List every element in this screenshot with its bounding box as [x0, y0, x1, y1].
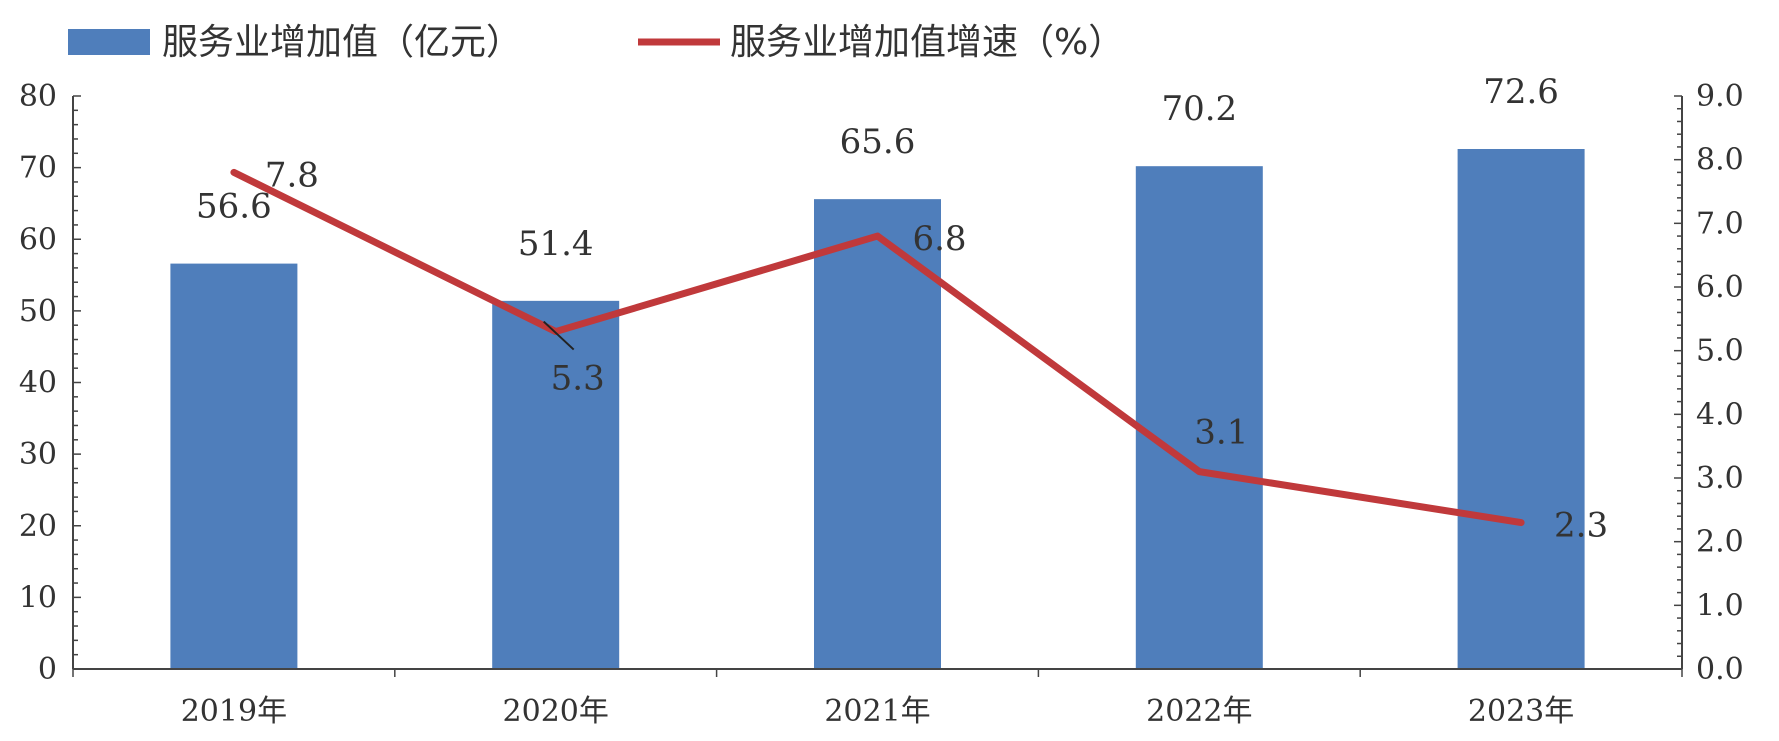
bar-value-label: 70.2	[1161, 89, 1237, 129]
left-tick-label: 70	[19, 151, 57, 186]
right-tick-label: 5.0	[1696, 334, 1744, 369]
left-tick-label: 10	[19, 580, 57, 615]
right-tick-label: 1.0	[1696, 588, 1744, 623]
bar	[814, 199, 941, 669]
line-value-label: 7.8	[265, 155, 319, 195]
bar	[492, 300, 620, 669]
label-leader-line	[543, 320, 575, 351]
line-value-label: 6.8	[912, 219, 966, 259]
line-value-label: 3.1	[1194, 413, 1248, 453]
x-tick-label: 2022年	[1146, 694, 1252, 729]
legend-line-label: 服务业增加值增速（%）	[730, 22, 1124, 63]
left-tick-label: 60	[19, 222, 57, 257]
growth-line	[230, 168, 1525, 527]
right-tick-label: 3.0	[1696, 461, 1744, 496]
line-value-label: 2.3	[1554, 506, 1608, 546]
right-tick-label: 2.0	[1696, 525, 1744, 560]
left-tick-label: 30	[19, 437, 57, 472]
left-tick-label: 50	[19, 294, 57, 329]
left-tick-label: 20	[19, 509, 57, 544]
legend: 服务业增加值（亿元） 服务业增加值增速（%）	[68, 22, 1124, 63]
left-tick-label: 80	[19, 79, 57, 114]
right-tick-label: 9.0	[1696, 79, 1744, 114]
left-tick-label: 40	[19, 366, 57, 401]
bar-value-label: 51.4	[518, 224, 594, 264]
bar-series	[170, 149, 1585, 669]
axes: 0 10 20 30 40 50 60 70 80 0.0 1.0 2.0 3.0 4.0 5.0 6.0 7.…	[19, 79, 1744, 729]
bar-value-label: 65.6	[840, 122, 916, 162]
legend-bar-swatch	[68, 29, 150, 55]
x-tick-label: 2021年	[824, 694, 930, 729]
x-tick-label: 2023年	[1468, 694, 1574, 729]
line-value-label: 5.3	[551, 359, 605, 399]
right-tick-label: 8.0	[1696, 143, 1744, 178]
bar	[1135, 166, 1263, 669]
bar-value-label: 72.6	[1483, 72, 1559, 112]
bar	[170, 263, 298, 669]
right-tick-label: 6.0	[1696, 270, 1744, 305]
right-tick-label: 0.0	[1696, 652, 1744, 687]
line-series	[230, 168, 1525, 527]
bar-value-label: 56.6	[196, 187, 272, 227]
right-tick-label: 7.0	[1696, 206, 1744, 241]
bar	[1457, 149, 1585, 669]
left-tick-label: 0	[38, 652, 57, 687]
data-labels: 56.6 51.4 65.6 70.2 72.6 7.8 5.3 6.8 3.1 2.3	[196, 72, 1608, 546]
x-tick-label: 2019年	[181, 694, 287, 729]
right-tick-label: 4.0	[1696, 397, 1744, 432]
x-tick-label: 2020年	[503, 694, 609, 729]
legend-bar-label: 服务业增加值（亿元）	[162, 22, 522, 63]
